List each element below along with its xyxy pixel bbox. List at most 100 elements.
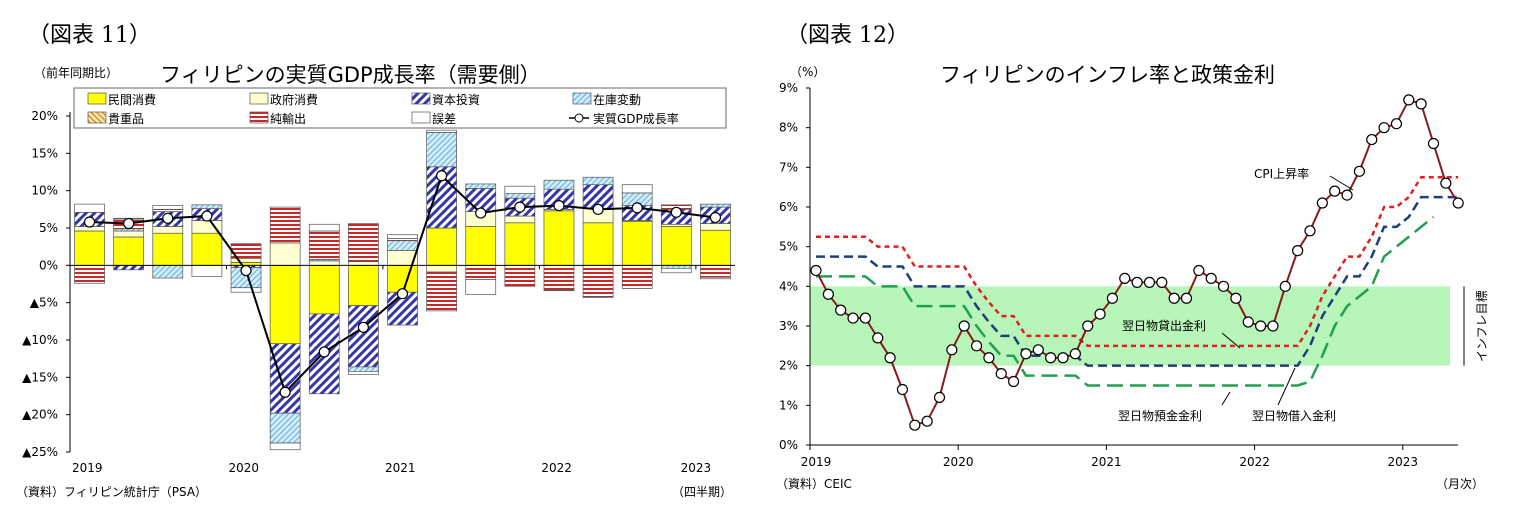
cpi-point	[1106, 292, 1119, 304]
y-tick-label: 2%	[779, 359, 798, 373]
gdp-growth-point	[240, 264, 252, 277]
x-tick-label: 2020	[943, 455, 974, 469]
gdp-growth-point	[514, 201, 526, 213]
cpi-annotation: CPI上昇率	[1254, 166, 1309, 181]
cpi-point	[983, 352, 995, 364]
cpi-point	[1156, 276, 1168, 288]
figure-label-12: （図表 12）	[786, 23, 909, 48]
cpi-point	[1180, 292, 1193, 304]
x-tick-label: 2019	[72, 461, 103, 475]
cpi-point	[970, 340, 983, 352]
figure-label-11: （図表 11）	[28, 23, 151, 48]
cpi-point	[1193, 264, 1205, 277]
y-tick-label: ▲15%	[22, 370, 58, 384]
bar-segment-3	[582, 176, 614, 186]
bar-segment-1	[348, 261, 379, 266]
x-tick-label: 2022	[541, 461, 572, 475]
y-tick-label: ▲10%	[22, 333, 58, 347]
cpi-point	[1378, 122, 1390, 134]
bar-segment-6	[152, 205, 184, 210]
bar-segment-5	[308, 230, 340, 260]
bar-segment-0	[504, 222, 536, 266]
bar-segment-1	[504, 215, 536, 224]
legend-marker-icon	[574, 113, 584, 123]
cpi-point	[1242, 316, 1254, 328]
cpi-point	[1440, 177, 1452, 189]
x-tick-label: 2020	[228, 461, 259, 475]
gdp-growth-point	[83, 216, 96, 228]
bar-segment-2	[348, 305, 379, 368]
bar-segment-0	[387, 264, 418, 293]
x-tick-label: 2021	[1091, 455, 1122, 469]
bar-segment-0	[582, 222, 614, 266]
bar-segment-5	[269, 206, 301, 244]
cpi-point	[884, 352, 896, 364]
bar-segment-3	[504, 193, 536, 199]
bar-segment-0	[543, 210, 575, 266]
deposit-rate-annotation: 翌日物預金金利	[1118, 408, 1202, 423]
cpi-point	[1279, 280, 1291, 292]
bar-segment-5	[465, 264, 497, 280]
y-tick-label: 7%	[779, 160, 798, 174]
y-tick-label: ▲25%	[22, 445, 58, 459]
cpi-point	[835, 304, 847, 316]
inflation-chart: 0% 1% 2% 3% 4% 5% 6% 7% 8% 9% 2019 2020 2021 2022 2023…	[779, 81, 1489, 469]
cpi-point	[1143, 276, 1156, 288]
borrowing-rate-annotation: 翌日物借入金利	[1252, 408, 1336, 423]
y-tick-label: ▲5%	[30, 296, 58, 310]
inflation-target-label: インフレ目標	[1475, 290, 1489, 362]
chart-title-gdp: フィリピンの実質GDP成長率（需要側）	[160, 63, 541, 87]
cpi-point	[1304, 225, 1316, 237]
bar-segment-3	[465, 183, 497, 189]
cpi-point	[822, 288, 834, 300]
bar-segment-3	[700, 203, 731, 208]
legend-label: 資本投資	[432, 92, 480, 107]
bar-segment-1	[308, 260, 340, 266]
legend-swatch	[411, 111, 431, 124]
cpi-point	[1329, 185, 1341, 197]
policy-rate-line-1	[816, 176, 1459, 348]
cpi-point	[1427, 137, 1440, 150]
y-tick-label: ▲20%	[22, 408, 58, 422]
legend-box	[73, 87, 727, 129]
policy-rate-line-3	[816, 215, 1435, 387]
bar-segment-6	[387, 234, 418, 239]
bar-segment-1	[113, 230, 145, 238]
gdp-growth-point	[475, 207, 487, 219]
gdp-growth-point	[279, 386, 291, 398]
cpi-point	[1390, 118, 1403, 130]
bar-segment-0	[308, 264, 340, 315]
bar-segment-0	[426, 227, 457, 266]
gdp-growth-point	[670, 206, 682, 218]
cpi-point	[958, 320, 970, 332]
x-tick-label: 2022	[1239, 455, 1270, 469]
cpi-point	[1341, 189, 1353, 201]
bar-segment-0	[113, 236, 145, 266]
bar-segment-1	[700, 223, 731, 231]
cpi-point	[1415, 98, 1427, 110]
bar-segment-6	[191, 264, 223, 277]
bar-segment-0	[700, 229, 731, 266]
bar-segment-3	[191, 204, 223, 209]
bar-segment-1	[269, 242, 301, 266]
gdp-growth-point	[396, 288, 409, 300]
gdp-growth-point	[201, 210, 213, 222]
bar-segment-3	[348, 366, 379, 372]
bar-segment-6	[348, 371, 379, 375]
bar-segment-2	[113, 264, 145, 271]
bar-segment-0	[660, 226, 692, 266]
bar-segment-3	[152, 264, 184, 279]
y-tick-label: 6%	[779, 200, 798, 214]
y-tick-label: 3%	[779, 319, 798, 333]
legend-label: 政府消費	[270, 92, 318, 107]
y-axis-label-gdp: （前年同期比）	[34, 65, 118, 80]
gdp-chart: 20% 15% 10% 5% 0% ▲5% ▲10% ▲15% ▲20% ▲25% 2019 2020…	[22, 87, 735, 475]
bar-segment-5	[504, 264, 536, 287]
y-tick-label: 9%	[779, 81, 798, 95]
x-axis-unit-inflation: （月次）	[1436, 477, 1484, 491]
annotation-arrow	[1221, 332, 1241, 349]
cpi-point	[1292, 245, 1304, 257]
cpi-point	[1069, 348, 1081, 360]
cpi-point	[1353, 165, 1366, 177]
x-axis-unit-gdp: （四半期）	[672, 485, 732, 499]
